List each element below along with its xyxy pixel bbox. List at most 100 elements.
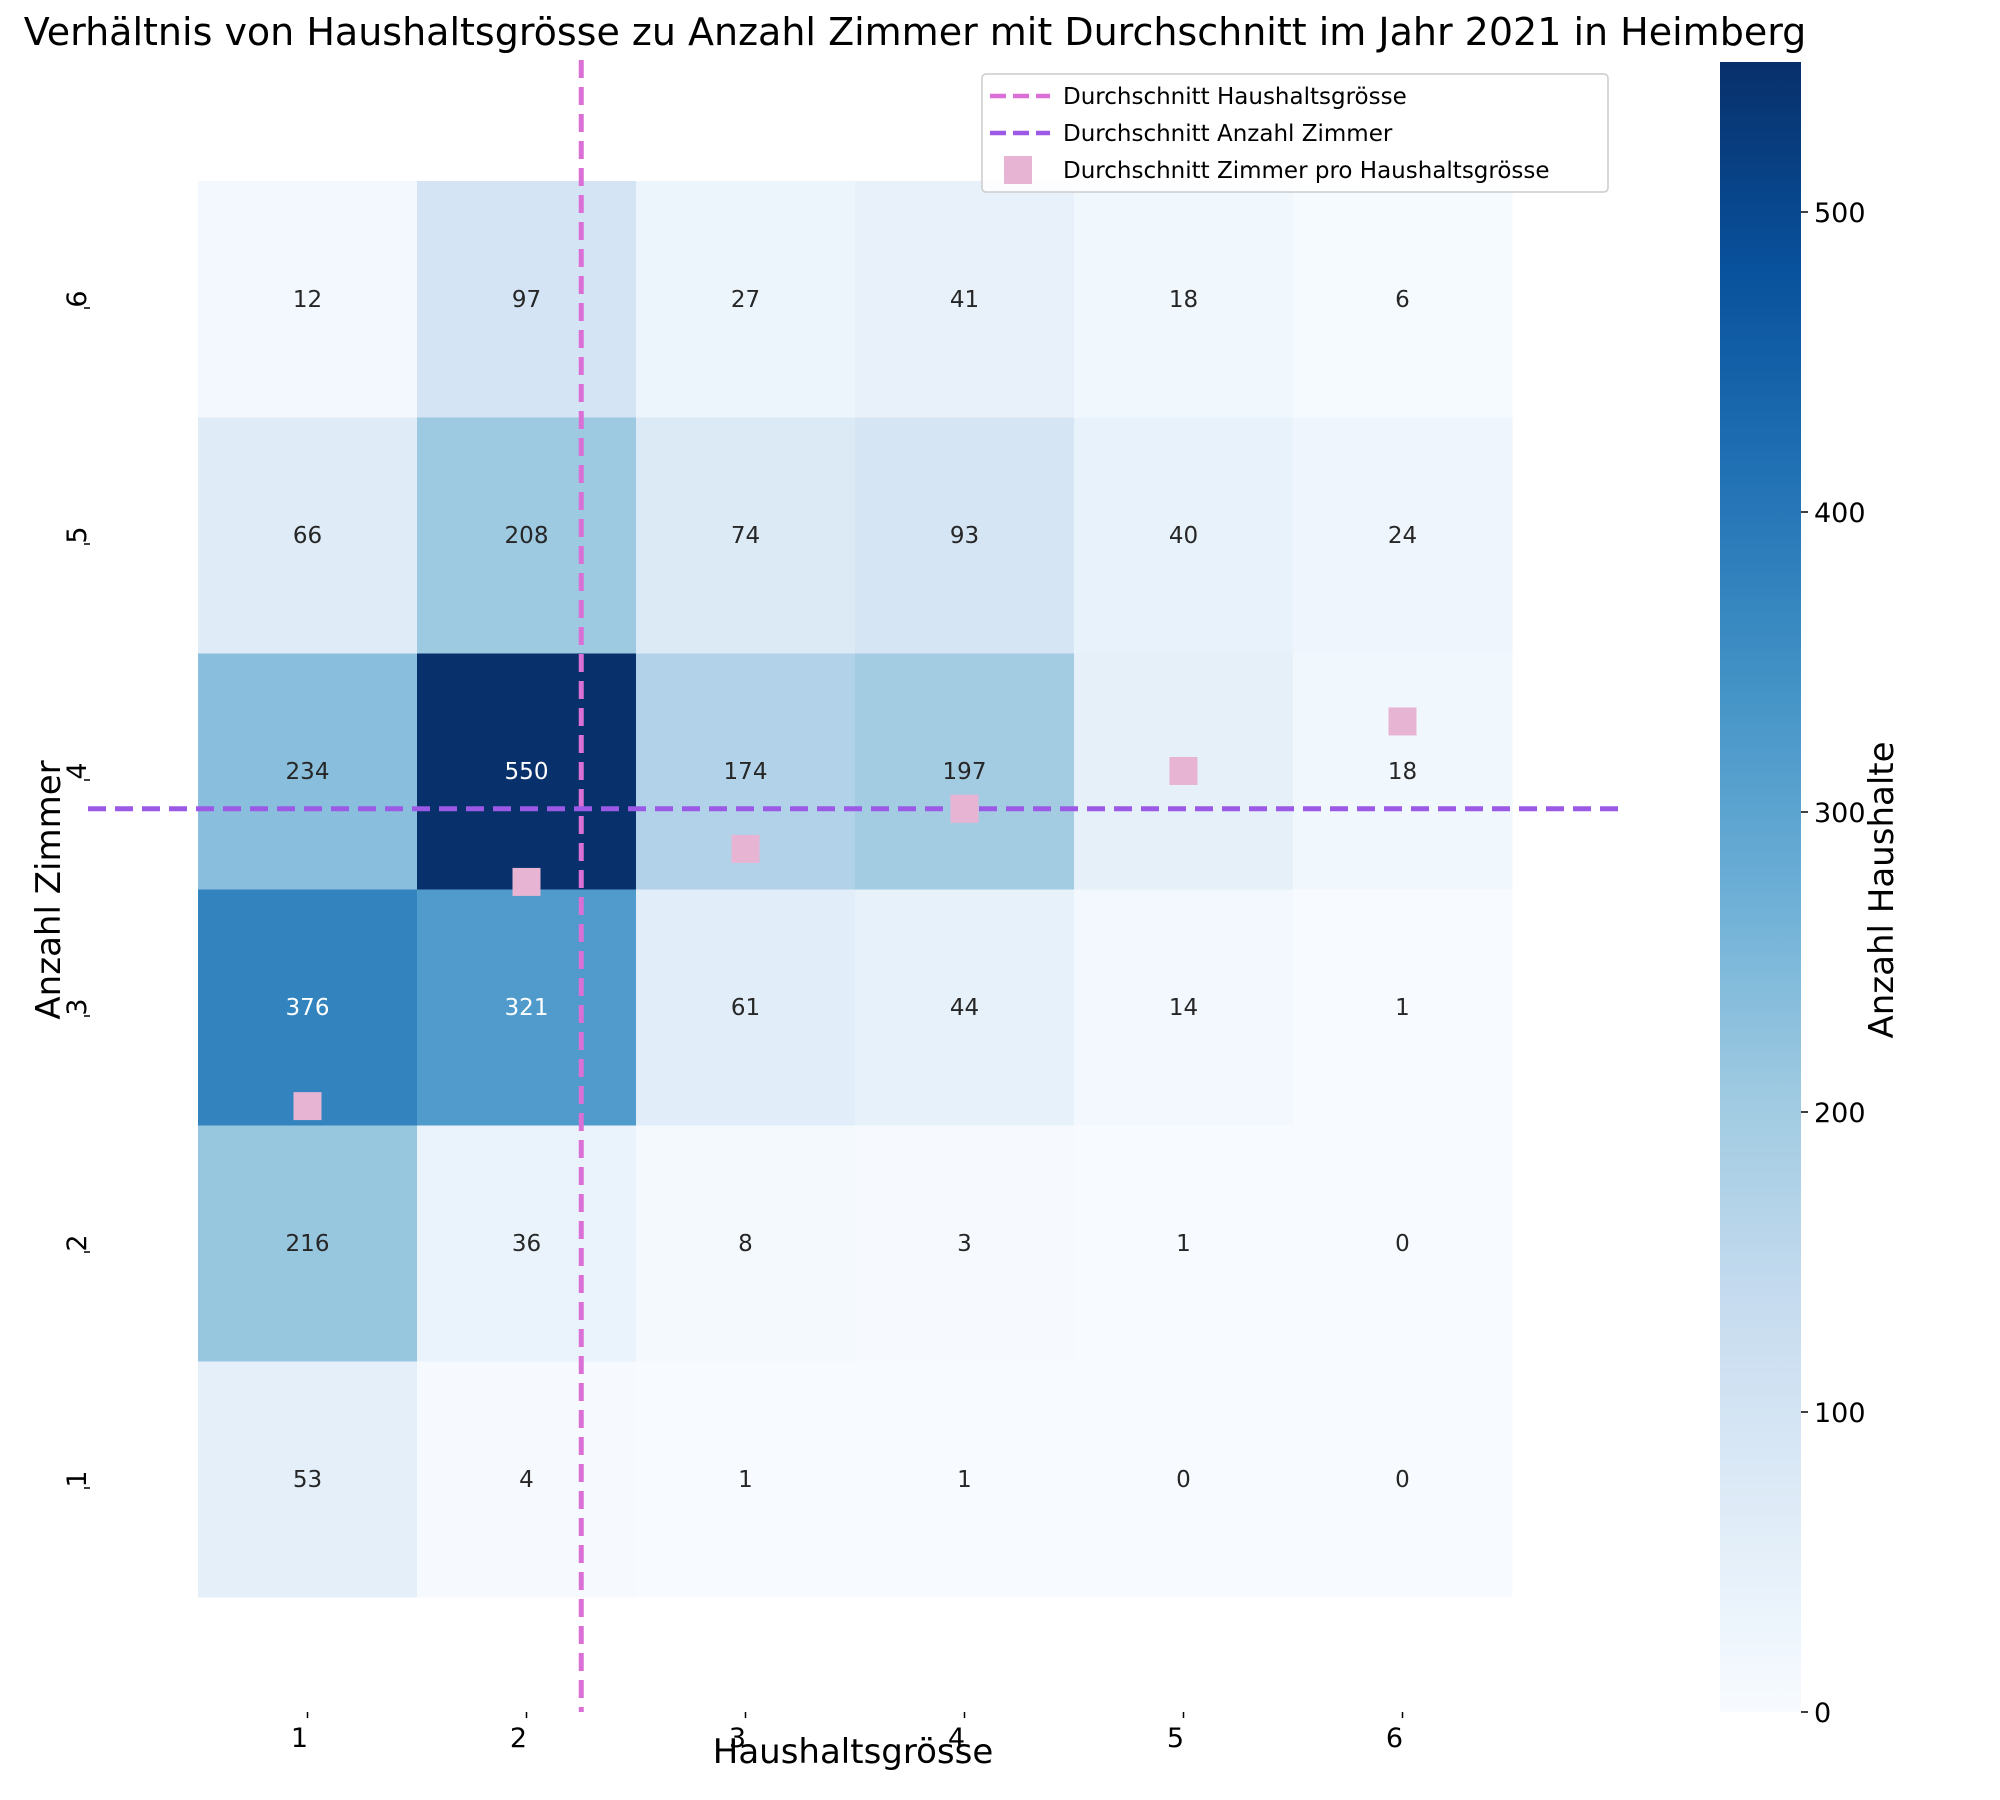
heatmap-cell [417,181,637,418]
heatmap-cell [1074,889,1294,1126]
average-rooms-marker [950,794,979,823]
cell-value-label: 0 [1176,1467,1191,1493]
cell-value-label: 8 [738,1231,753,1257]
cell-value-label: 97 [512,287,541,313]
x-tick-label: 2 [510,1723,527,1754]
average-rooms-marker [512,867,541,896]
heatmap-cell [417,889,637,1126]
y-tick-label: 1 [62,1470,93,1487]
cell-value-label: 0 [1395,1231,1410,1257]
heatmap-cell [417,1125,637,1362]
heatmap-cell [417,1361,637,1598]
heatmap-cell [636,1125,856,1362]
cell-value-label: 24 [1388,523,1417,549]
cell-value-label: 18 [1388,759,1417,785]
cell-value-label: 93 [950,523,979,549]
y-tick-label: 4 [62,762,93,779]
cell-value-label: 6 [1395,287,1410,313]
heatmap-cell [855,889,1075,1126]
cell-value-label: 40 [1169,523,1198,549]
heatmap-cell [636,889,856,1126]
heatmap-cell [855,1125,1075,1362]
heatmap-cell [1074,181,1294,418]
cell-value-label: 41 [950,287,979,313]
chart-title: Verhältnis von Haushaltsgrösse zu Anzahl… [24,10,1807,54]
heatmap-cell [198,653,418,890]
cell-value-label: 0 [1395,1467,1410,1493]
average-rooms-marker [1388,707,1417,736]
heatmap-cell [417,653,637,890]
heatmap-cell [636,181,856,418]
colorbar-tick-label: 200 [1814,1098,1866,1129]
cell-value-label: 1 [957,1467,972,1493]
x-tick-label: 5 [1167,1723,1184,1754]
legend-entry-label: Durchschnitt Haushaltsgrösse [1063,84,1407,110]
cell-value-label: 3 [957,1231,972,1257]
heatmap-cell [855,1361,1075,1598]
heatmap-cell [1293,1361,1513,1598]
average-markers [293,707,1417,1121]
x-axis: 1 2 3 4 5 6 [291,1712,1404,1754]
x-tick-label: 4 [948,1723,965,1754]
y-axis-label: Anzahl Zimmer [29,760,69,1019]
cell-value-label: 14 [1169,995,1198,1021]
x-tick-label: 6 [1386,1723,1403,1754]
colorbar-tick-label: 0 [1814,1698,1831,1729]
cell-value-label: 27 [731,287,760,313]
average-rooms-marker [293,1092,322,1121]
colorbar-tick-label: 500 [1814,198,1866,229]
heatmap-cell [198,181,418,418]
cell-value-label: 208 [505,523,549,549]
heatmap-cell [855,181,1075,418]
heatmap-cell [198,417,418,654]
cell-value-label: 12 [293,287,322,313]
heatmap-cell [198,889,418,1126]
cell-value-label: 234 [286,759,330,785]
y-axis: 1 2 3 4 5 6 [62,290,93,1489]
heatmap-cell [1293,1125,1513,1362]
cell-value-label: 321 [505,995,549,1021]
colorbar-tick-label: 400 [1814,498,1866,529]
cell-value-label: 61 [731,995,760,1021]
legend-entry-label: Durchschnitt Zimmer pro Haushaltsgrösse [1063,158,1550,184]
heatmap-cell [198,1361,418,1598]
cell-value-label: 1 [1395,995,1410,1021]
heatmap-cell [855,417,1075,654]
legend-entry-label: Durchschnitt Anzahl Zimmer [1063,121,1393,147]
heatmap-cell [636,417,856,654]
heatmap-cell [636,1361,856,1598]
colorbar-tick-label: 300 [1814,798,1866,829]
cell-value-label: 376 [286,995,330,1021]
colorbar: 0 100 200 300 400 500 [1720,62,1866,1729]
heatmap-cell [1293,181,1513,418]
heatmap-cell [417,417,637,654]
x-tick-label: 1 [291,1723,308,1754]
heatmap-cells [198,181,1513,1598]
cell-value-label: 1 [1176,1231,1191,1257]
heatmap-cell [1074,1361,1294,1598]
cell-value-label: 74 [731,523,760,549]
heatmap-cell [198,1125,418,1362]
legend-box [981,73,1609,193]
cell-value-label: 4 [519,1467,534,1493]
cell-value-label: 66 [293,523,322,549]
cell-value-label: 216 [286,1231,330,1257]
y-tick-label: 5 [62,526,93,543]
average-rooms-marker [731,834,760,863]
cell-value-label: 53 [293,1467,322,1493]
x-axis-label: Haushaltsgrösse [713,1732,994,1772]
average-rooms-marker [1169,757,1198,785]
legend: Durchschnitt Haushaltsgrösse Durchschnitt… [981,73,1609,193]
x-tick-label: 3 [729,1723,746,1754]
legend-marker-swatch [1004,156,1032,184]
cell-value-label: 44 [950,995,979,1021]
heatmap-cell [1074,1125,1294,1362]
cell-value-label: 18 [1169,287,1198,313]
y-tick-label: 6 [62,290,93,307]
cell-value-label: 36 [512,1231,541,1257]
average-lines [88,60,1620,1712]
cell-value-label: 550 [505,759,549,785]
cell-value-label: 174 [724,759,768,785]
